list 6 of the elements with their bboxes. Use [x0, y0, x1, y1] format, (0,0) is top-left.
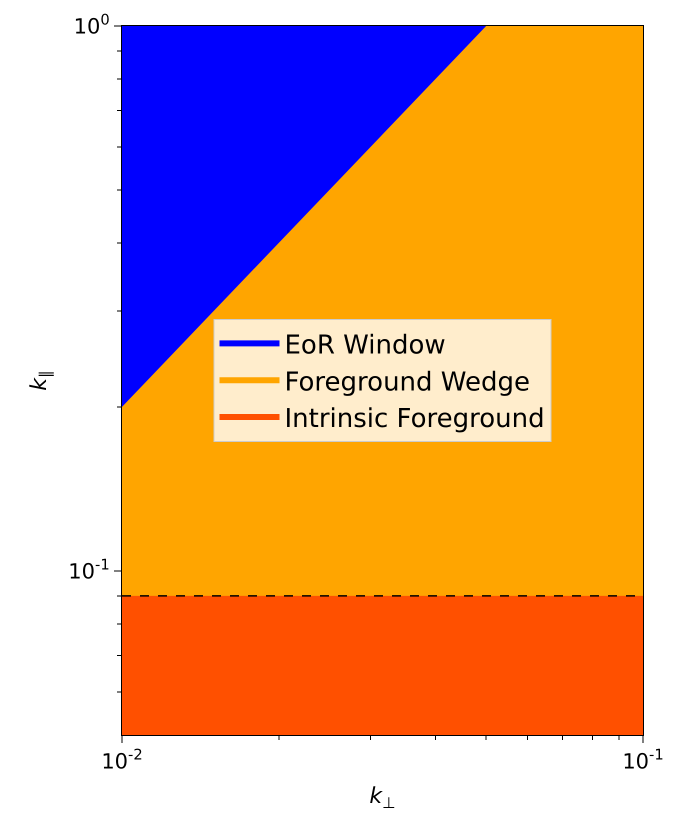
legend-label: Intrinsic Foreground — [284, 404, 545, 434]
legend-label: EoR Window — [284, 330, 446, 361]
x-axis-title: k$_{⊥}$ — [369, 784, 396, 812]
legend-label: Foreground Wedge — [284, 367, 530, 398]
y-tick-label: 10$^{0}$ — [74, 12, 110, 38]
x-tick-label: 10$^{-2}$ — [101, 746, 143, 774]
